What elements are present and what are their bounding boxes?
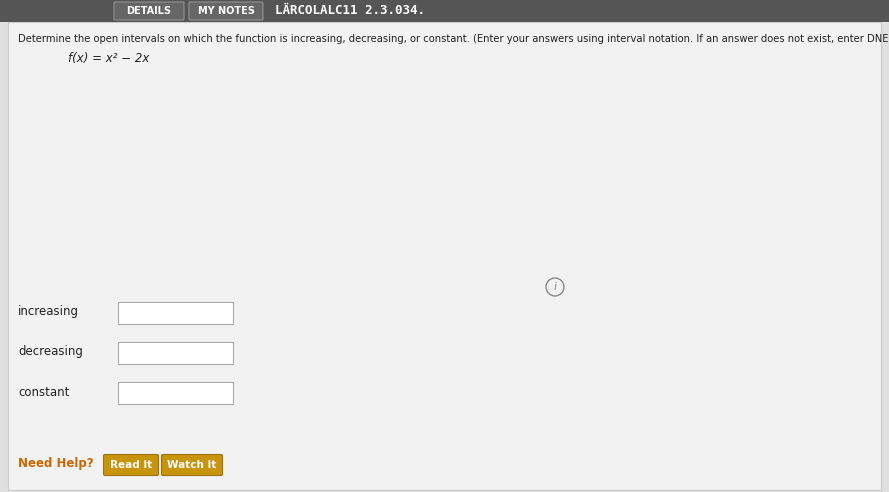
Text: LÄRCOLALC11 2.3.034.: LÄRCOLALC11 2.3.034.: [275, 4, 425, 18]
Text: Need Help?: Need Help?: [18, 458, 93, 470]
Text: i: i: [554, 282, 557, 292]
Text: x: x: [332, 218, 339, 231]
Text: 1: 1: [202, 246, 209, 255]
Text: (1, −1): (1, −1): [212, 263, 252, 274]
Text: Watch It: Watch It: [167, 460, 217, 470]
FancyBboxPatch shape: [103, 455, 158, 475]
Text: -2: -2: [148, 280, 158, 290]
Text: Read It: Read It: [110, 460, 152, 470]
Text: y: y: [171, 96, 179, 109]
FancyBboxPatch shape: [118, 302, 233, 324]
Text: 4: 4: [320, 246, 326, 255]
Text: 4: 4: [152, 137, 158, 147]
Text: MY NOTES: MY NOTES: [197, 6, 254, 16]
Text: 3: 3: [281, 246, 287, 255]
Text: Determine the open intervals on which the function is increasing, decreasing, or: Determine the open intervals on which th…: [18, 34, 889, 44]
Text: -1: -1: [122, 246, 132, 255]
Text: increasing: increasing: [18, 306, 79, 318]
FancyBboxPatch shape: [118, 342, 233, 364]
Text: DETAILS: DETAILS: [126, 6, 172, 16]
Text: constant: constant: [18, 386, 69, 399]
Bar: [0, 0, 889, 22]
FancyBboxPatch shape: [162, 455, 222, 475]
Text: -6: -6: [148, 375, 158, 385]
Text: -4: -4: [148, 328, 158, 338]
Text: f(x) = x² − 2x: f(x) = x² − 2x: [68, 52, 149, 65]
FancyBboxPatch shape: [114, 2, 184, 20]
FancyBboxPatch shape: [118, 382, 233, 404]
Text: 2: 2: [152, 184, 158, 194]
Text: -2: -2: [83, 246, 92, 255]
Text: decreasing: decreasing: [18, 345, 83, 359]
FancyBboxPatch shape: [189, 2, 263, 20]
Text: 2: 2: [242, 246, 248, 255]
